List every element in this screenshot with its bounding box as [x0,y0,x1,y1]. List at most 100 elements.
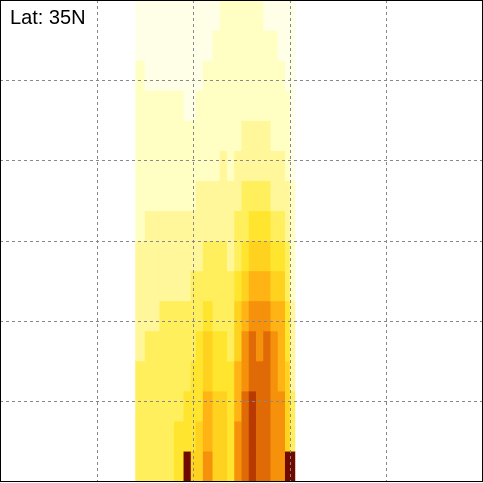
heatmap-cell [202,300,214,332]
heatmap-cell [263,30,272,61]
heatmap-cell [248,210,257,242]
heatmap-cell [219,300,228,332]
heatmap-cell [173,240,185,272]
heatmap-cell [219,0,228,31]
heatmap-cell [144,240,160,272]
heatmap-cell [183,0,192,31]
heatmap-cell [173,420,185,452]
heatmap-cell [190,0,197,31]
heatmap-cell [227,240,235,272]
heatmap-cell [227,360,235,392]
heatmap-cell [227,60,235,91]
heatmap-cell [255,180,264,212]
heatmap-cells [135,0,296,482]
heatmap-cell [284,60,291,91]
heatmap-cell [212,420,221,452]
heatmap-cell [195,390,204,422]
heatmap-cell [255,30,264,61]
heatmap-cell [234,390,243,422]
heatmap-cell [277,30,286,61]
heatmap-cell [241,60,250,91]
heatmap-cell [255,240,264,272]
heatmap-cell [227,450,235,482]
heatmap-cell [183,360,192,392]
heatmap-cell [270,60,279,91]
heatmap-cell [270,330,279,362]
heatmap-cell [227,90,235,121]
heatmap-cell [289,120,296,151]
heatmap-cell [173,450,185,482]
heatmap-cell [212,240,221,272]
heatmap-cell [212,300,221,332]
heatmap-cell [173,360,185,392]
heatmap-cell [241,210,250,242]
heatmap-cell [263,180,272,212]
heatmap-cell [227,180,235,212]
heatmap-cell [255,450,264,482]
heatmap-cell [190,120,197,151]
heatmap-cell [255,420,264,452]
heatmap-cell [159,420,175,452]
heatmap-cell [241,360,250,392]
heatmap-cell [289,270,296,302]
heatmap-cell [144,90,160,121]
heatmap-cell [248,90,257,121]
heatmap-cell [212,360,221,392]
heatmap-cell [190,270,197,302]
heatmap-cell [173,60,185,91]
heatmap-cell [195,150,204,181]
heatmap-cell [241,90,250,121]
heatmap-cell [195,60,204,91]
heatmap-cell [190,240,197,272]
heatmap-cell [159,300,175,332]
heatmap-cell [263,210,272,242]
heatmap-cell [144,60,160,91]
heatmap-cell [183,390,192,422]
heatmap-cell [284,150,291,181]
heatmap-cell [135,420,146,452]
heatmap-cell [277,270,286,302]
heatmap-cell [255,60,264,91]
heatmap-cell [255,330,264,362]
heatmap-cell [159,330,175,362]
heatmap-cell [190,360,197,392]
heatmap-cell [241,30,250,61]
heatmap-cell [241,240,250,272]
heatmap-cell [277,450,286,482]
heatmap-cell [202,60,214,91]
heatmap-cell [219,150,228,181]
heatmap-cell [159,0,175,31]
heatmap-cell [190,150,197,181]
heatmap-cell [255,270,264,302]
heatmap-cell [219,360,228,392]
heatmap-cell [277,180,286,212]
heatmap-cell [219,210,228,242]
heatmap-cell [159,30,175,61]
heatmap-cell [219,270,228,302]
heatmap-cell [227,120,235,151]
heatmap-cell [183,120,192,151]
heatmap-cell [183,210,192,242]
heatmap-cell [173,90,185,121]
heatmap-cell [195,330,204,362]
heatmap-cell [212,90,221,121]
heatmap-cell [234,360,243,392]
heatmap-cell [263,150,272,181]
heatmap-cell [202,450,214,482]
heatmap-cell [202,210,214,242]
heatmap-cell [277,120,286,151]
heatmap-cell [159,450,175,482]
heatmap-cell [144,180,160,212]
heatmap-cell [289,450,296,482]
heatmap-cell [183,30,192,61]
heatmap-cell [135,60,146,91]
heatmap-cell [248,300,257,332]
heatmap-cell [212,30,221,61]
heatmap-cell [277,330,286,362]
heatmap-cell [277,300,286,332]
heatmap-cell [173,180,185,212]
heatmap-cell [190,30,197,61]
heatmap-cell [255,360,264,392]
heatmap-cell [241,120,250,151]
